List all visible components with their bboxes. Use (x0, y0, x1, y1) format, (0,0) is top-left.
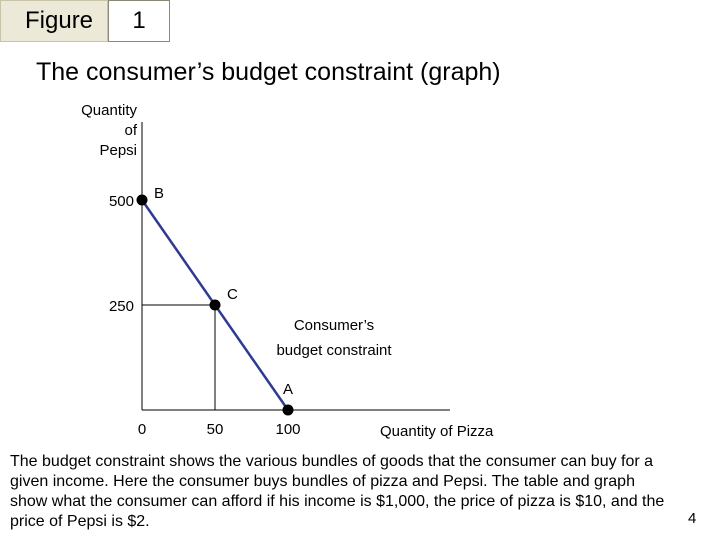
x-tick-50: 50 (207, 421, 224, 438)
point-a (282, 404, 294, 416)
annotation-line-1: budget constraint (276, 342, 392, 359)
y-axis-label-line-1: of (124, 122, 137, 139)
figure-label: Figure (0, 0, 108, 42)
point-label-a: A (283, 381, 293, 398)
y-tick-250: 250 (109, 298, 134, 315)
point-b (136, 194, 148, 206)
y-axis-label-line-0: Quantity (81, 102, 137, 119)
x-tick-100: 100 (275, 421, 300, 438)
page-number: 4 (688, 510, 697, 527)
point-label-b: B (154, 185, 164, 202)
slide-title: The consumer’s budget constraint (graph) (36, 58, 501, 86)
annotation-line-0: Consumer’s (294, 317, 374, 334)
x-tick-0: 0 (138, 421, 146, 438)
point-c (209, 299, 221, 311)
budget-constraint-chart: Quantity of Pepsi Quantity of Pizza 250 500 0 5… (81, 102, 494, 440)
y-tick-500: 500 (109, 193, 134, 210)
caption: The budget constraint shows the various … (10, 453, 665, 530)
figure-number: 1 (108, 0, 170, 42)
point-label-c: C (227, 286, 238, 303)
x-axis-label: Quantity of Pizza (380, 423, 494, 440)
y-axis-label-line-2: Pepsi (99, 142, 137, 159)
